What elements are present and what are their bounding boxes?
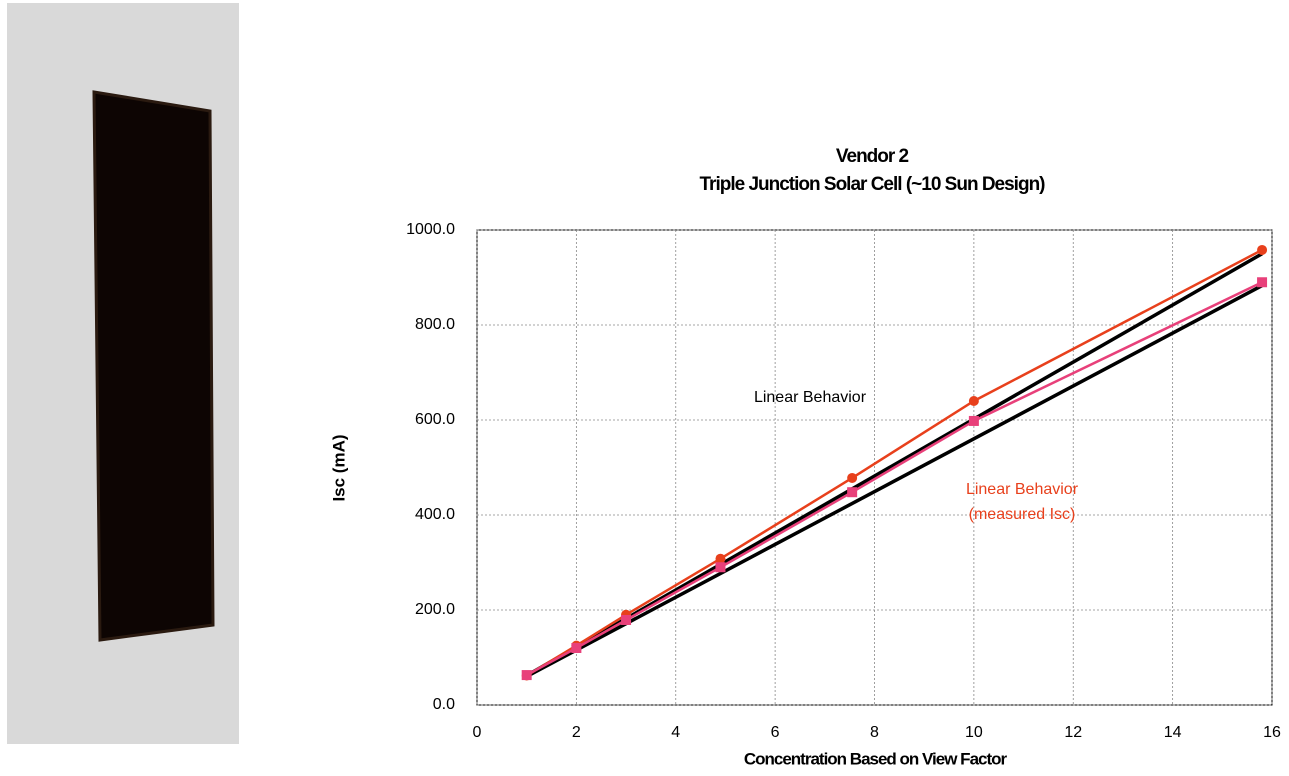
point <box>969 416 979 426</box>
annotation: (measured Isc) <box>969 506 1076 523</box>
x-tick-label: 2 <box>572 724 581 741</box>
fit-line <box>527 254 1262 676</box>
point <box>621 615 631 625</box>
chart-title: Vendor 2 <box>836 146 909 167</box>
x-tick-label: 12 <box>1064 724 1082 741</box>
y-tick-label: 1000.0 <box>406 221 455 238</box>
x-tick-label: 10 <box>965 724 983 741</box>
y-tick-label: 800.0 <box>415 316 455 333</box>
page: {"chart_data": { "type": "scatter", "tit… <box>0 0 1289 776</box>
chart: Vendor 2 Triple Junction Solar Cell (~10 … <box>0 0 1289 771</box>
x-axis-title: Concentration Based on View Factor <box>744 749 1008 768</box>
x-tick-label: 4 <box>671 724 680 741</box>
point <box>1257 277 1267 287</box>
point <box>969 396 979 406</box>
point <box>571 643 581 653</box>
point <box>1257 245 1267 255</box>
point <box>847 473 857 483</box>
y-tick-label: 400.0 <box>415 506 455 523</box>
point <box>715 562 725 572</box>
y-tick-label: 600.0 <box>415 411 455 428</box>
point <box>847 487 857 497</box>
fit-line <box>527 286 1262 677</box>
x-tick-label: 14 <box>1164 724 1182 741</box>
y-tick-label: 0.0 <box>433 696 455 713</box>
x-tick-label: 6 <box>771 724 780 741</box>
chart-title: Triple Junction Solar Cell (~10 Sun Desi… <box>700 174 1046 195</box>
annotation: Linear Behavior <box>966 481 1079 498</box>
annotation: Linear Behavior <box>754 389 867 406</box>
x-tick-label: 8 <box>870 724 879 741</box>
x-tick-label: 0 <box>473 724 482 741</box>
x-tick-label: 16 <box>1263 724 1281 741</box>
solar-cell-photo <box>94 92 213 640</box>
point <box>522 670 532 680</box>
y-tick-label: 200.0 <box>415 601 455 618</box>
point <box>715 554 725 564</box>
y-axis-title: Isc (mA) <box>329 434 348 501</box>
